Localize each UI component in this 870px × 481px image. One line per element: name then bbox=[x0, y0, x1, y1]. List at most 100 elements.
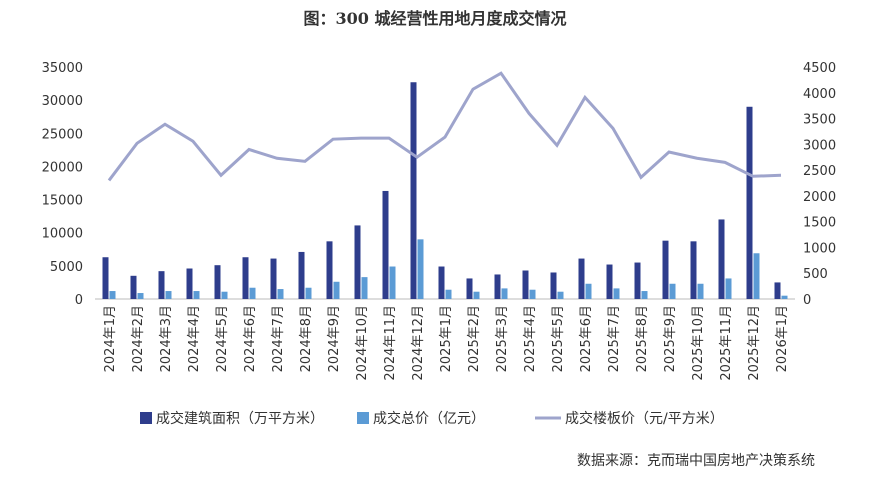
legend-swatch bbox=[140, 412, 152, 424]
x-tick-label: 2024年8月 bbox=[299, 305, 314, 372]
x-tick-label: 2024年5月 bbox=[215, 305, 230, 372]
bar bbox=[102, 257, 109, 299]
bar bbox=[445, 289, 452, 299]
y-tick-label: 10000 bbox=[42, 227, 83, 242]
x-tick-label: 2024年4月 bbox=[187, 305, 202, 372]
bar bbox=[382, 190, 389, 299]
x-tick-label: 2024年6月 bbox=[243, 305, 258, 372]
bar bbox=[438, 266, 445, 299]
x-tick-label: 2024年1月 bbox=[103, 305, 118, 372]
x-tick-label: 2026年1月 bbox=[775, 305, 790, 372]
y2-tick-label: 4000 bbox=[803, 87, 836, 102]
bar bbox=[606, 264, 613, 299]
bar bbox=[557, 291, 564, 299]
bar bbox=[193, 291, 200, 299]
bar bbox=[578, 258, 585, 299]
y2-tick-label: 0 bbox=[803, 293, 811, 308]
bar bbox=[354, 225, 361, 299]
x-tick-label: 2024年12月 bbox=[411, 305, 426, 381]
bar bbox=[550, 272, 557, 299]
legend-label: 成交总价（亿元） bbox=[373, 410, 485, 427]
bar bbox=[774, 282, 781, 299]
bar bbox=[529, 289, 536, 299]
source-note: 数据来源：克而瑞中国房地产决策系统 bbox=[577, 452, 815, 469]
x-tick-label: 2025年3月 bbox=[495, 305, 510, 372]
bar bbox=[137, 293, 144, 299]
x-tick-label: 2025年8月 bbox=[635, 305, 650, 372]
y2-tick-label: 3500 bbox=[803, 113, 836, 128]
bar bbox=[501, 288, 508, 299]
bar bbox=[298, 251, 305, 299]
y2-tick-label: 2500 bbox=[803, 164, 836, 179]
x-tick-label: 2025年7月 bbox=[607, 305, 622, 372]
bar bbox=[753, 253, 760, 299]
x-tick-label: 2025年12月 bbox=[747, 305, 762, 381]
x-tick-label: 2024年10月 bbox=[355, 305, 370, 381]
bar bbox=[662, 240, 669, 299]
bar bbox=[690, 241, 697, 299]
bar bbox=[585, 283, 592, 299]
bar bbox=[417, 239, 424, 299]
bar bbox=[634, 262, 641, 299]
x-tick-label: 2024年3月 bbox=[159, 305, 174, 372]
line bbox=[107, 71, 782, 182]
x-tick-label: 2025年4月 bbox=[523, 305, 538, 372]
y2-tick-label: 4500 bbox=[803, 61, 836, 76]
bar bbox=[214, 265, 221, 299]
bar bbox=[277, 289, 284, 299]
x-tick-label: 2025年1月 bbox=[439, 305, 454, 372]
x-tick-label: 2024年9月 bbox=[327, 305, 342, 372]
y-tick-label: 5000 bbox=[50, 260, 83, 275]
y-tick-label: 15000 bbox=[42, 194, 83, 209]
bar bbox=[249, 287, 256, 299]
x-tick-label: 2025年6月 bbox=[579, 305, 594, 372]
bar bbox=[109, 291, 116, 299]
bar bbox=[466, 278, 473, 299]
x-tick-label: 2025年11月 bbox=[719, 305, 734, 381]
bar bbox=[641, 291, 648, 299]
y-tick-label: 25000 bbox=[42, 127, 83, 142]
y2-tick-label: 1000 bbox=[803, 241, 836, 256]
bar bbox=[130, 275, 137, 299]
legend-label: 成交楼板价（元/平方米） bbox=[565, 410, 724, 427]
bar bbox=[781, 295, 788, 299]
y2-tick-label: 2000 bbox=[803, 190, 836, 205]
bar bbox=[165, 291, 172, 299]
bar bbox=[522, 270, 529, 299]
x-tick-label: 2024年7月 bbox=[271, 305, 286, 372]
bar bbox=[410, 82, 417, 299]
bar bbox=[613, 288, 620, 299]
bar bbox=[746, 106, 753, 300]
y2-tick-label: 500 bbox=[803, 267, 828, 282]
bar bbox=[389, 266, 396, 299]
legend-label: 成交建筑面积（万平方米） bbox=[156, 410, 324, 427]
bar bbox=[326, 241, 333, 299]
bar bbox=[725, 278, 732, 299]
bar bbox=[305, 287, 312, 299]
bar bbox=[221, 291, 228, 299]
bar bbox=[242, 257, 249, 299]
x-tick-label: 2024年2月 bbox=[131, 305, 146, 372]
bar bbox=[473, 291, 480, 299]
bar bbox=[669, 283, 676, 299]
x-tick-label: 2025年10月 bbox=[691, 305, 706, 381]
y-tick-label: 35000 bbox=[42, 61, 83, 76]
bar bbox=[333, 281, 340, 299]
bar bbox=[494, 274, 501, 299]
bar bbox=[718, 219, 725, 299]
y-tick-label: 30000 bbox=[42, 94, 83, 109]
y-tick-label: 0 bbox=[75, 293, 83, 308]
x-tick-label: 2025年5月 bbox=[551, 305, 566, 372]
y2-tick-label: 3000 bbox=[803, 138, 836, 153]
bar bbox=[361, 277, 368, 299]
y2-tick-label: 1500 bbox=[803, 216, 836, 231]
x-tick-label: 2025年2月 bbox=[467, 305, 482, 372]
x-tick-label: 2024年11月 bbox=[383, 305, 398, 381]
x-tick-label: 2025年9月 bbox=[663, 305, 678, 372]
bar bbox=[697, 283, 704, 299]
y-tick-label: 20000 bbox=[42, 160, 83, 175]
bar bbox=[158, 271, 165, 299]
chart-title: 图：300 城经营性用地月度成交情况 bbox=[304, 9, 567, 28]
